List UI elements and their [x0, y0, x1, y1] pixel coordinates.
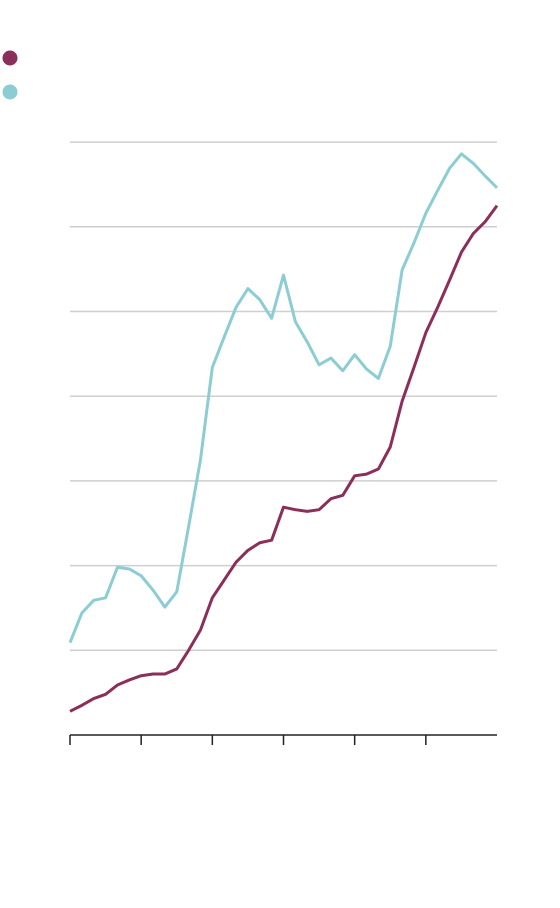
series-line — [69, 204, 499, 713]
legend-marker — [2, 50, 18, 66]
legend-marker — [2, 84, 18, 100]
series-line — [68, 152, 499, 644]
